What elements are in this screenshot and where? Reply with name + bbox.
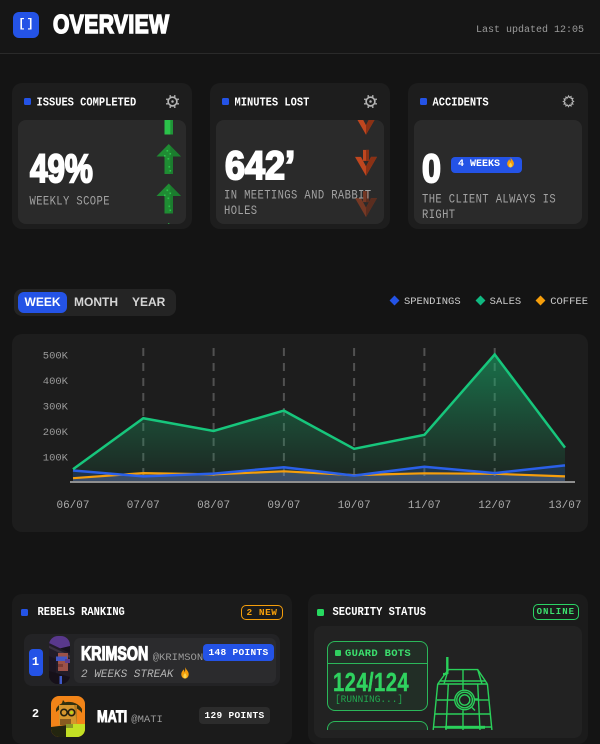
- svg-text:11/07: 11/07: [408, 500, 441, 512]
- svg-text:400K: 400K: [43, 376, 69, 388]
- svg-text:07/07: 07/07: [127, 500, 160, 512]
- svg-text:10/07: 10/07: [338, 500, 371, 512]
- svg-text:300K: 300K: [43, 402, 69, 414]
- svg-text:13/07: 13/07: [548, 500, 581, 512]
- svg-text:08/07: 08/07: [197, 500, 230, 512]
- svg-text:500K: 500K: [43, 351, 69, 363]
- svg-text:09/07: 09/07: [267, 500, 300, 512]
- svg-text:12/07: 12/07: [478, 500, 511, 512]
- svg-text:100K: 100K: [43, 453, 69, 465]
- svg-text:200K: 200K: [43, 427, 69, 439]
- svg-text:06/07: 06/07: [56, 500, 89, 512]
